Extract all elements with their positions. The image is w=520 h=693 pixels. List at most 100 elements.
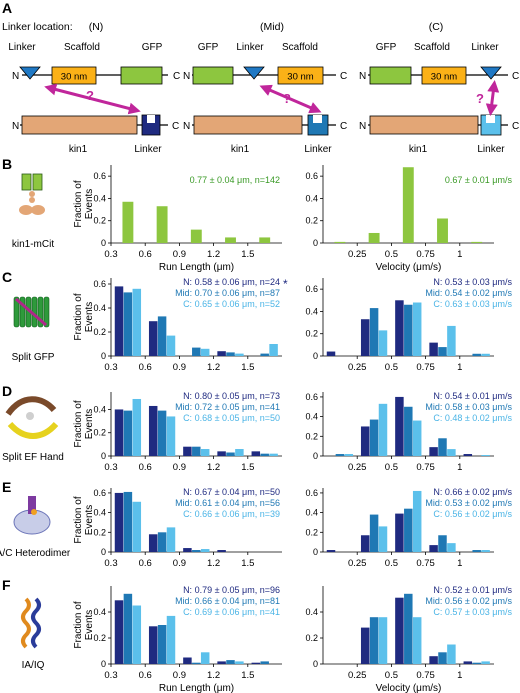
panel-letter-b: B <box>2 156 12 172</box>
velocity-b-bar-b <box>368 232 380 243</box>
scaffold-inner-label: 30 nm <box>287 72 313 83</box>
runlength-stat-0: N: 0.67 ± 0.04 μm, n=50 <box>183 487 280 497</box>
kin1-box <box>193 115 303 135</box>
runlength-c-xtick-label: 0.6 <box>139 362 152 373</box>
runlength-f-bar-c <box>132 605 142 664</box>
velocity-d-xtick-label: 0.25 <box>348 462 367 473</box>
velocity-d-xtick-label: 1 <box>457 462 462 473</box>
runlength-f-xtick-label: 1.2 <box>207 670 220 681</box>
runlength-d-xtick-label: 0.9 <box>173 462 186 473</box>
velocity-c-xtick-label: 0.75 <box>416 362 435 373</box>
linker-location-heading: Linker location: <box>2 21 73 33</box>
label-C: C <box>340 121 347 132</box>
runlength-c-bar-mid <box>260 353 269 356</box>
runlength-c-ytick-label: 0.2 <box>93 327 106 337</box>
y-axis-title-line: Fraction of <box>73 400 84 447</box>
velocity-e-bar-n <box>360 535 370 552</box>
runlength-f-bar-mid <box>157 625 167 664</box>
runlength-c-xtick-label: 0.9 <box>173 362 186 373</box>
velocity-d-ytick-label: 0.2 <box>305 431 318 441</box>
label-kin1: kin1 <box>231 144 250 155</box>
scaffold-inner-label: 30 nm <box>431 72 457 83</box>
velocity-d-bar-mid <box>369 419 379 456</box>
velocity-d-bar-mid <box>438 438 447 456</box>
barrel-strand <box>13 296 20 328</box>
y-axis-title-line: Events <box>84 409 95 440</box>
velocity-f-xtick-label: 0.25 <box>348 670 367 681</box>
panel-letter-f: F <box>2 577 11 593</box>
significance-star: * <box>283 277 288 291</box>
velocity-b-x-axis-title: Velocity (μm/s) <box>376 262 442 273</box>
velocity-stat-2: C: 0.56 ± 0.02 μm/s <box>433 509 512 519</box>
scaffold-inner-label: 30 nm <box>61 72 87 83</box>
runlength-e-bar-mid <box>123 491 133 552</box>
velocity-e-bar-c <box>378 526 388 552</box>
velocity-c-bar-n <box>326 351 336 356</box>
runlength-f-xtick-label: 0.3 <box>104 670 117 681</box>
panel-letter-e: E <box>2 479 11 495</box>
runlength-d-bar-mid <box>260 453 269 456</box>
runlength-b-ytick-label: 0 <box>101 238 106 248</box>
runlength-c-xtick-label: 1.5 <box>241 362 254 373</box>
linker-notch <box>486 115 495 123</box>
velocity-c-bar-c <box>447 325 456 356</box>
linker-triangle <box>243 66 265 80</box>
runlength-f-bar-n <box>183 657 192 664</box>
runlength-f-bar-mid <box>192 662 201 664</box>
velocity-d-bar-n <box>395 396 404 456</box>
velocity-d-ytick-label: 0 <box>313 451 318 461</box>
y-axis-title-line: Fraction of <box>73 601 84 648</box>
velocity-d-bar-c <box>344 454 354 456</box>
runlength-f-bar-c <box>200 652 210 664</box>
velocity-stat-0: N: 0.54 ± 0.01 μm/s <box>433 391 512 401</box>
head-left <box>19 205 33 215</box>
velocity-b-bar-b <box>334 241 346 243</box>
linker-triangle <box>480 66 502 80</box>
runlength-e-ytick-label: 0.4 <box>93 508 106 518</box>
neck <box>29 191 35 197</box>
velocity-f-x-axis-title: Velocity (μm/s) <box>376 683 442 693</box>
velocity-d-bar-c <box>378 403 388 456</box>
ef-helix-brown <box>5 396 57 416</box>
kin1-mcit-icon <box>19 173 45 215</box>
linker-location-0: (N) <box>89 21 104 33</box>
scaffold-box <box>421 66 467 85</box>
runlength-stat-0: N: 0.58 ± 0.06 μm, n=24 <box>183 277 280 287</box>
panel-letter-a: A <box>2 0 12 16</box>
y-axis-title-e: Fraction ofEvents <box>73 496 95 543</box>
runlength-d-bar-n <box>251 451 261 456</box>
velocity-stat-2: C: 0.57 ± 0.03 μm/s <box>433 607 512 617</box>
runlength-stat-2: C: 0.69 ± 0.06 μm, n=41 <box>183 607 280 617</box>
label-linker: Linker <box>477 144 505 155</box>
gfp-box <box>192 66 234 85</box>
runlength-c-ytick-label: 0.6 <box>93 279 106 289</box>
label-linker: Linker <box>471 42 499 53</box>
runlength-f-bar-mid <box>226 660 235 664</box>
ligand <box>31 509 37 515</box>
runlength-c-bar-c <box>132 288 142 356</box>
velocity-c-ytick-label: 0 <box>313 351 318 361</box>
velocity-b-ytick-label: 0.2 <box>305 216 318 226</box>
y-axis-title-b: Fraction ofEvents <box>73 180 95 227</box>
label-C: C <box>512 121 519 132</box>
runlength-e-bar-c <box>200 549 210 552</box>
y-axis-title-line: Fraction of <box>73 180 84 227</box>
runlength-d-bar-n <box>148 405 158 456</box>
runlength-b-ytick-label: 0.4 <box>93 193 106 203</box>
runlength-b-bar-b <box>190 229 202 243</box>
ac-heterodimer-icon <box>13 496 51 535</box>
velocity-c-bar-mid <box>438 347 447 356</box>
runlength-e-xtick-label: 0.9 <box>173 558 186 569</box>
neck-2 <box>29 197 35 203</box>
runlength-d-ytick-label: 0.2 <box>93 428 106 438</box>
velocity-d-bar-n <box>360 426 370 456</box>
velocity-d-ytick-label: 0.6 <box>305 392 318 402</box>
runlength-stat-0: 0.77 ± 0.04 μm, n=142 <box>190 175 280 185</box>
kin1-box <box>21 115 138 135</box>
runlength-d-bar-n <box>114 409 124 456</box>
velocity-stat-2: C: 0.63 ± 0.03 μm/s <box>433 299 512 309</box>
velocity-stat-2: C: 0.48 ± 0.02 μm/s <box>433 413 512 423</box>
fkbp-domain <box>28 496 36 514</box>
